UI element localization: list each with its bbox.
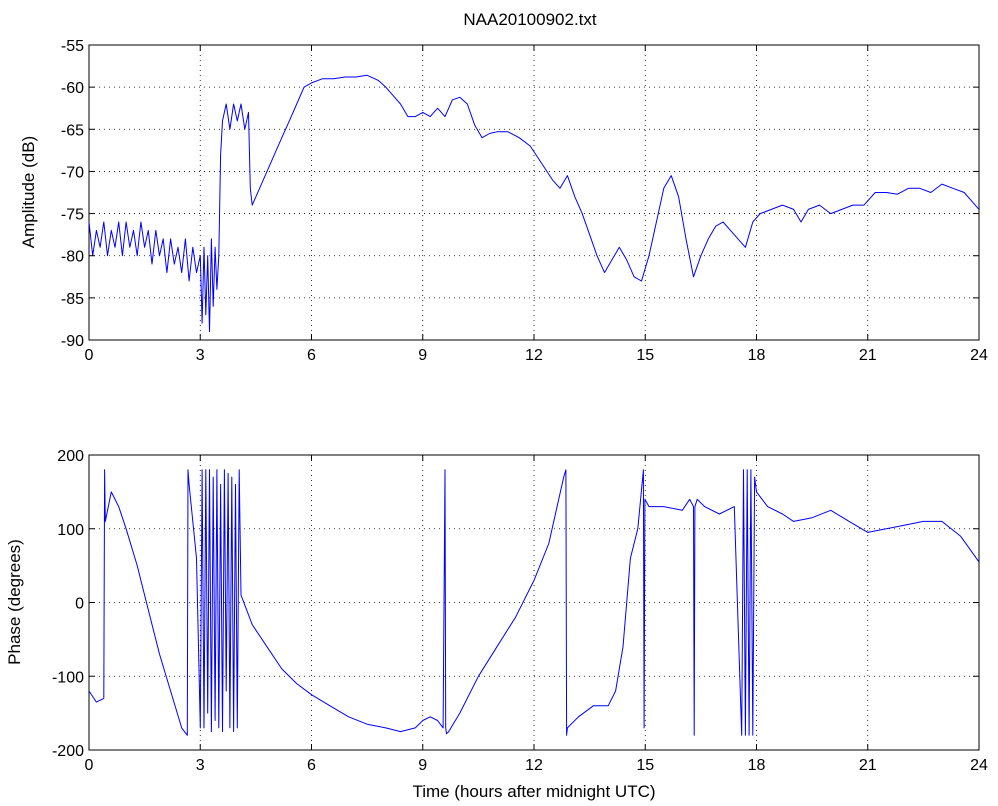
amplitude-y-tick-label: -80 (61, 249, 84, 266)
amplitude-grid (89, 45, 979, 340)
phase-x-tick-label: 15 (636, 757, 654, 774)
amplitude-ticks: 0 3 6 9 12 15 18 21 24 -90 -85 -80 -75 -70 -65 -60 -55 (61, 38, 988, 364)
phase-x-tick-label: 21 (859, 757, 877, 774)
amplitude-y-tick-label: -75 (61, 207, 84, 224)
phase-x-axis-label: Time (hours after midnight UTC) (412, 782, 655, 801)
amplitude-y-tick-label: -65 (61, 122, 84, 139)
phase-x-tick-label: 9 (418, 757, 427, 774)
phase-ticks: 0 3 6 9 12 15 18 21 24 -200 -100 0 100 200 (52, 448, 988, 774)
phase-y-tick-label: -100 (52, 669, 84, 686)
amplitude-x-tick-label: 21 (859, 347, 877, 364)
amplitude-x-tick-label: 18 (748, 347, 766, 364)
amplitude-y-tick-label: -60 (61, 80, 84, 97)
phase-series-line (88, 469, 980, 736)
amplitude-y-axis-label: Amplitude (dB) (19, 136, 38, 248)
amplitude-x-tick-label: 9 (418, 347, 427, 364)
phase-x-tick-label: 0 (85, 757, 94, 774)
amplitude-y-tick-label: -90 (61, 333, 84, 350)
phase-chart: 0 3 6 9 12 15 18 21 24 -200 -100 0 100 200 Phase (deg… (5, 448, 988, 801)
phase-y-tick-label: 0 (75, 596, 84, 613)
phase-x-tick-label: 24 (970, 757, 988, 774)
amplitude-series-layer (88, 74, 980, 333)
phase-y-axis-label: Phase (degrees) (5, 539, 24, 665)
amplitude-x-tick-label: 6 (307, 347, 316, 364)
phase-y-tick-label: 100 (57, 522, 84, 539)
amplitude-x-tick-label: 15 (636, 347, 654, 364)
amplitude-y-tick-label: -85 (61, 291, 84, 308)
phase-x-tick-label: 3 (196, 757, 205, 774)
amplitude-chart: NAA20100902.txt 0 3 6 9 12 15 18 21 24 -90 -85 -80 -… (19, 10, 988, 364)
phase-x-tick-label: 18 (748, 757, 766, 774)
phase-x-tick-label: 12 (525, 757, 543, 774)
amplitude-series-line (88, 74, 980, 333)
amplitude-y-tick-label: -55 (61, 38, 84, 55)
amplitude-x-tick-label: 24 (970, 347, 988, 364)
chart-title: NAA20100902.txt (463, 10, 597, 29)
amplitude-x-tick-label: 12 (525, 347, 543, 364)
phase-x-tick-label: 6 (307, 757, 316, 774)
phase-y-tick-label: 200 (57, 448, 84, 465)
amplitude-y-tick-label: -70 (61, 164, 84, 181)
phase-series-layer (88, 469, 980, 736)
amplitude-x-tick-label: 0 (85, 347, 94, 364)
phase-y-tick-label: -200 (52, 743, 84, 760)
amplitude-x-tick-label: 3 (196, 347, 205, 364)
